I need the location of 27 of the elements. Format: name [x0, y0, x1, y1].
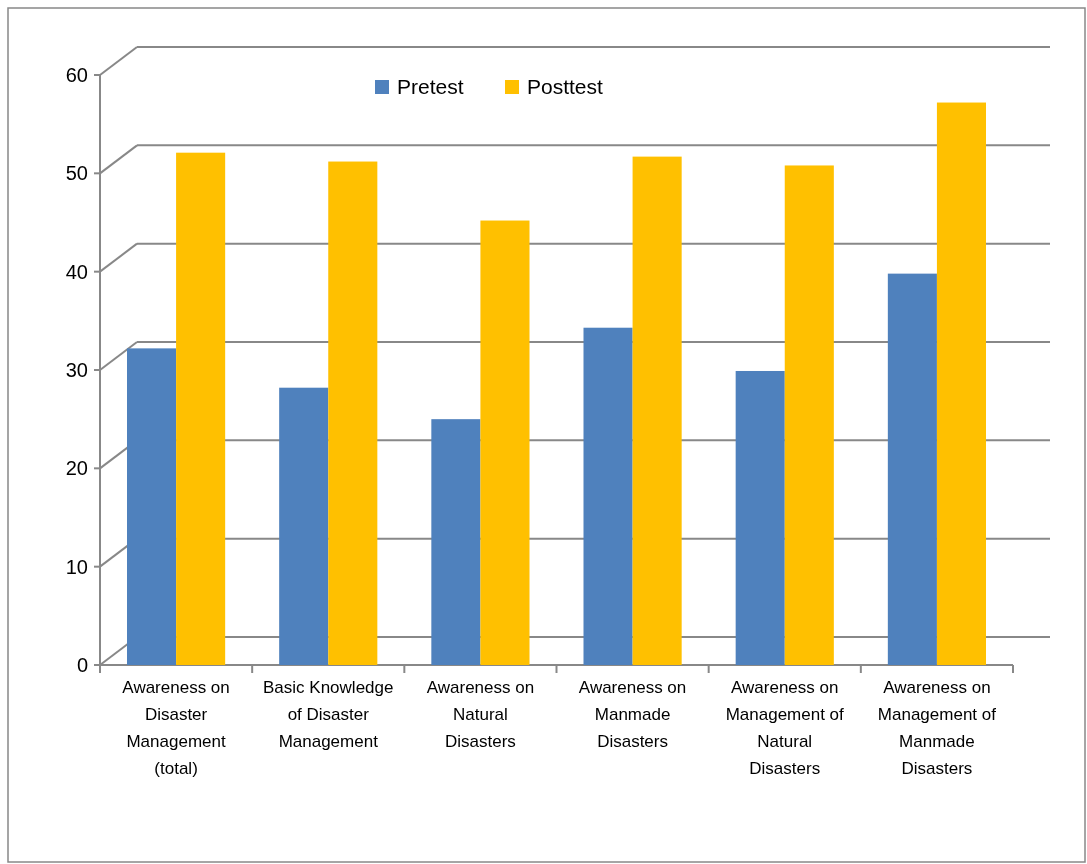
- x-tick-label: Awareness on Management of Natural Disasters: [725, 678, 845, 778]
- bar: [735, 370, 785, 665]
- bar: [936, 102, 986, 665]
- x-tick-label: Awareness on Natural Disasters: [426, 678, 535, 751]
- y-tick-label: 0: [76, 654, 88, 676]
- bar: [480, 220, 530, 665]
- x-tick-label: Awareness on Disaster Management (total): [122, 678, 230, 778]
- legend-label: Posttest: [527, 75, 604, 99]
- y-tick-label: 30: [65, 359, 88, 381]
- bar: [632, 156, 682, 665]
- bar: [176, 152, 226, 665]
- bar: [127, 348, 177, 665]
- legend-label: Pretest: [397, 75, 464, 99]
- y-tick-label: 60: [65, 64, 88, 86]
- x-tick-label: Awareness on Management of Manmade Disasters: [877, 678, 997, 778]
- x-tick-label: Basic Knowledge of Disaster Management: [263, 678, 394, 751]
- bar: [328, 161, 378, 665]
- bar: [887, 273, 937, 665]
- bar: [279, 387, 329, 665]
- y-tick-label: 40: [65, 260, 88, 283]
- bar: [431, 419, 481, 665]
- y-tick-label: 10: [65, 555, 88, 578]
- y-tick-label: 50: [65, 162, 88, 185]
- bar: [583, 327, 633, 665]
- x-tick-label: Awareness on Manmade Disasters: [578, 678, 687, 751]
- bar: [784, 165, 834, 665]
- y-tick-label: 20: [65, 457, 88, 480]
